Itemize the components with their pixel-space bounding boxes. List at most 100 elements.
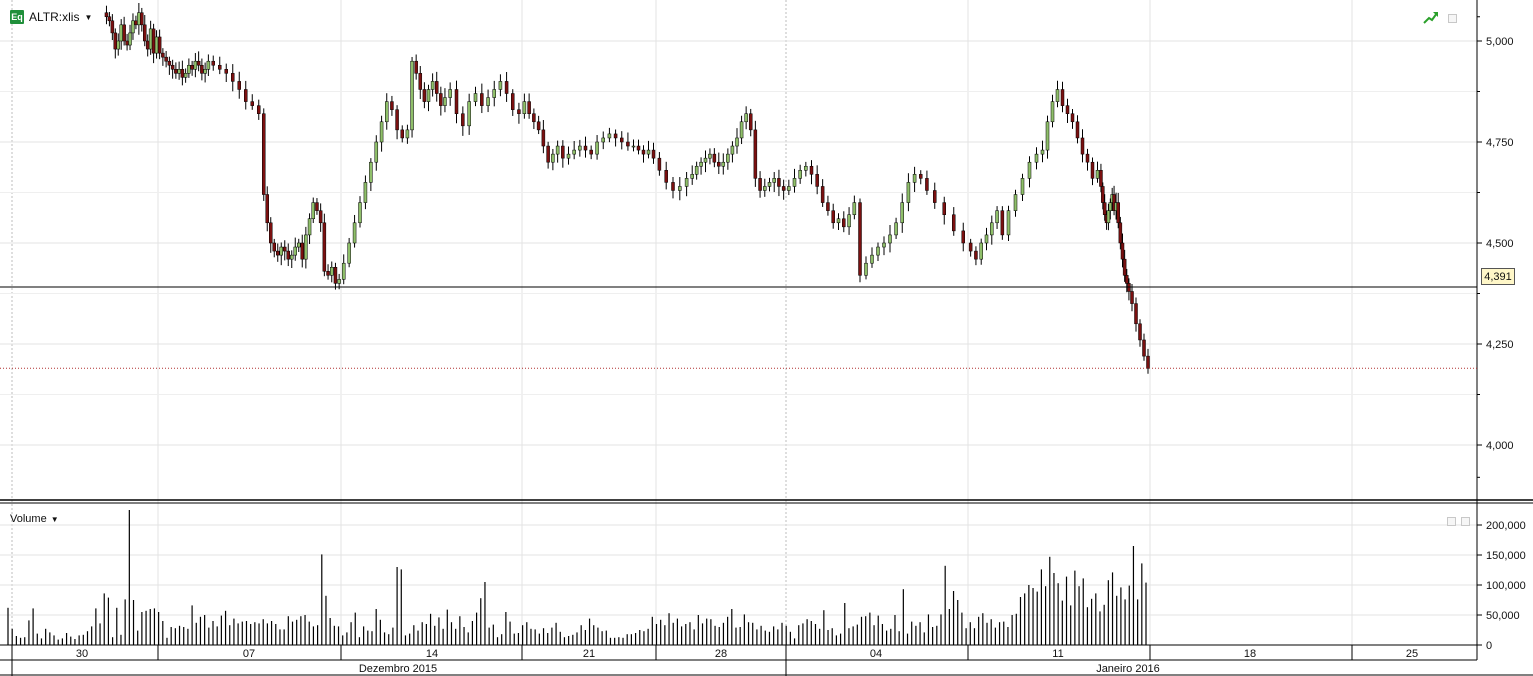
candle-body — [1006, 210, 1011, 236]
y-tick-label: 5,000 — [1486, 36, 1514, 48]
x-tick-label: 14 — [426, 648, 438, 660]
candle-body — [1142, 339, 1146, 357]
candle-body — [218, 64, 222, 70]
candle-body — [315, 202, 319, 211]
candle-body — [842, 218, 846, 228]
candle-body — [265, 194, 269, 224]
x-tick-label: 04 — [870, 648, 882, 660]
candle-body — [183, 73, 188, 78]
candle-body — [952, 214, 956, 232]
candle-body — [1095, 170, 1100, 179]
candle-body — [244, 89, 248, 102]
volume-close-button[interactable] — [1461, 517, 1470, 526]
volume-selector[interactable]: Volume ▼ — [10, 513, 59, 525]
symbol-selector[interactable]: Eq ALTR:xlis ▼ — [10, 8, 92, 26]
candle-body — [187, 64, 191, 74]
candle-body — [113, 32, 118, 50]
vol-y-tick-label: 200,000 — [1486, 520, 1526, 532]
candle-body — [480, 93, 484, 106]
candle-body — [933, 190, 937, 203]
candle-body — [595, 141, 599, 155]
candle-body — [333, 266, 338, 284]
candle-body — [104, 12, 109, 18]
candle-body — [390, 101, 394, 110]
candle-body — [613, 133, 618, 139]
candle-body — [426, 89, 431, 102]
candle-body — [551, 153, 555, 163]
candle-body — [1090, 161, 1095, 179]
candle-body — [792, 178, 797, 187]
candle-body — [131, 20, 135, 34]
candle-body — [651, 149, 656, 159]
candle-body — [1085, 153, 1090, 163]
candle-body — [815, 174, 819, 187]
candle-body — [180, 69, 185, 78]
candle-body — [1055, 89, 1060, 102]
candle-body — [511, 93, 515, 110]
candle-body — [636, 145, 641, 151]
candle-body — [726, 153, 730, 163]
candle-body — [430, 81, 435, 90]
candle-body — [995, 210, 999, 224]
candle-body — [286, 250, 290, 260]
candle-body — [717, 161, 721, 167]
candle-body — [708, 153, 712, 159]
candle-body — [196, 60, 201, 66]
candle-body — [546, 145, 550, 163]
x-tick-label: 11 — [1052, 648, 1063, 660]
candle-body — [968, 242, 973, 252]
candle-body — [257, 105, 261, 114]
candle-body — [211, 60, 215, 66]
candle-body — [517, 109, 521, 114]
candle-body — [1120, 242, 1125, 260]
candle-body — [876, 246, 880, 256]
candle-body — [1045, 121, 1050, 151]
candle-body — [1020, 178, 1025, 195]
candle-body — [167, 60, 172, 66]
candle-body — [128, 32, 132, 46]
candle-body — [1138, 323, 1142, 341]
x-tick-label: 25 — [1406, 648, 1418, 660]
candle-body — [532, 113, 536, 123]
trend-up-icon[interactable] — [1423, 10, 1439, 24]
y-tick-label: 4,500 — [1486, 238, 1514, 250]
candle-body — [448, 89, 452, 98]
candle-body — [250, 101, 254, 106]
candle-body — [858, 202, 862, 276]
candle-body — [772, 178, 776, 183]
candle-body — [1125, 275, 1129, 284]
candle-body — [583, 145, 588, 151]
candle-body — [641, 149, 646, 155]
candle-body — [293, 246, 297, 256]
candle-body — [870, 254, 874, 264]
candle-body — [589, 149, 593, 155]
x-tick-label: 07 — [243, 648, 255, 660]
candle-body — [307, 218, 312, 236]
volume-maximize-button[interactable] — [1447, 517, 1456, 526]
candle-body — [330, 266, 334, 276]
candle-body — [699, 161, 703, 167]
vol-y-tick-label: 100,000 — [1486, 580, 1526, 592]
candle-body — [341, 262, 346, 280]
candle-body — [203, 69, 207, 74]
candle-body — [1070, 113, 1075, 123]
candle-body — [631, 145, 636, 148]
candle-body — [170, 64, 175, 70]
x-tick-label: 21 — [583, 648, 595, 660]
maximize-button[interactable] — [1448, 14, 1457, 23]
candle-body — [279, 246, 283, 256]
candle-body — [1027, 161, 1032, 179]
candle-body — [781, 186, 786, 191]
candlestick-series — [104, 2, 1150, 374]
candle-body — [990, 222, 994, 236]
month-label: Dezembro 2015 — [359, 663, 437, 675]
candle-body — [664, 170, 668, 183]
candle-body — [110, 20, 115, 34]
y-tick-label: 4,000 — [1486, 440, 1514, 452]
candle-body — [358, 202, 362, 224]
candle-body — [1050, 101, 1055, 123]
candle-body — [919, 174, 923, 179]
candle-body — [753, 129, 758, 179]
candle-body — [122, 24, 126, 42]
